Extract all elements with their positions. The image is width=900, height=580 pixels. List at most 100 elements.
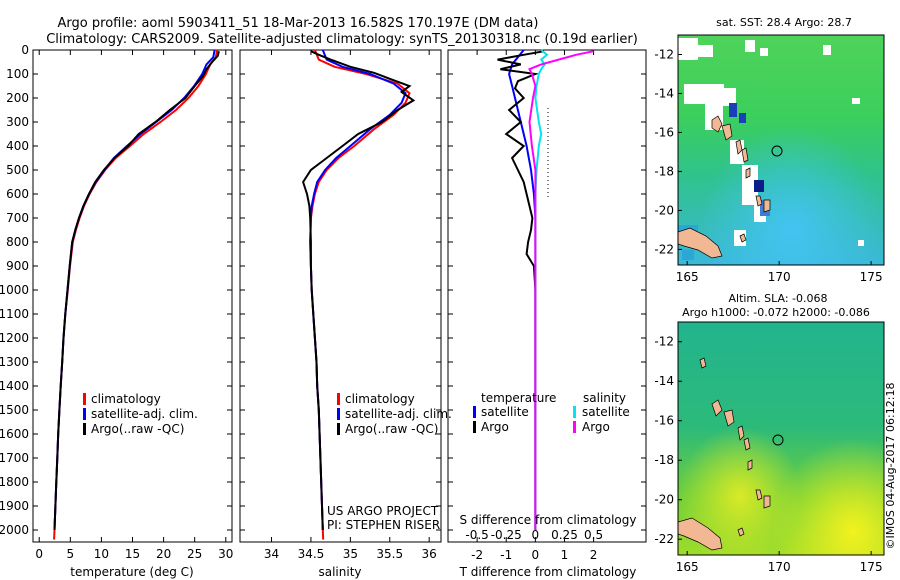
series-line-temperature-argo [497,50,545,530]
x-tick-label: 35.5 [376,547,403,561]
s-diff-tick-label: 0.5 [584,528,603,542]
temperature-legend: climatology satellite-adj. clim. Argo(..… [83,392,198,436]
depth-tick-label: 200 [6,91,29,105]
sla-map-subtitle: Argo h1000: -0.072 h2000: -0.086 [682,306,870,319]
s-difference-axis: -0.5 -0.25 0 0.25 0.5 [465,528,603,542]
x-tick-label: 0 [532,548,540,562]
legend-label-argo: Argo(..raw -QC) [91,422,184,436]
depth-tick-label: 1800 [0,475,29,489]
depth-axis: 0 100 200 300 400 500 600 700 800 900 1000 1100 1200… [0,43,646,537]
temperature-xlabel: temperature (deg C) [70,565,193,579]
depth-tick-label: 1400 [0,379,29,393]
series-line-climatology [309,49,411,540]
difference-lines [497,49,594,530]
sla-map-field [678,322,884,555]
x-tick-label: 2 [590,548,598,562]
legend-swatch-climatology [337,393,340,405]
x-tick-label: 30 [218,547,233,561]
salinity-xlabel: salinity [318,565,361,579]
depth-tick-label: 1700 [0,451,29,465]
depth-tick-label: 1300 [0,355,29,369]
header-line-1: Argo profile: aoml 5903411_51 18-Mar-201… [58,16,539,31]
map-x-tick-label: 165 [676,270,699,284]
depth-tick-label: 1000 [0,283,29,297]
series-line-temperature-satellite [508,49,537,530]
sla-map-title: Altim. SLA: -0.068 [728,292,827,305]
legend-label-t-satellite: satellite [481,405,529,419]
depth-tick-label: 2000 [0,523,29,537]
x-tick-label: 34.5 [298,547,325,561]
temperature-plot-frame [32,49,233,543]
legend-swatch-argo [83,423,86,435]
difference-plot-frame [447,49,647,543]
salinity-plot-frame [239,49,442,543]
depth-tick-label: 400 [6,139,29,153]
depth-tick-label: 1200 [0,331,29,345]
header-line-2: Climatology: CARS2009. Satellite-adjuste… [46,32,638,47]
salinity-lines [302,49,416,540]
series-line-climatology [53,49,219,540]
t-difference-axis: -2 -1 0 1 2 [471,50,597,562]
temperature-lines [53,49,220,540]
x-tick-label: -2 [471,548,483,562]
temperature-panel: 0100200300400500600700800900100011001200… [0,43,646,579]
salinity-panel: 34 34.5 35 35.5 36 climatology satellite-adj… [239,49,452,579]
sla-map-axes: 165 170 175 -12 -14 -16 -18 -20 -22 [654,335,882,574]
map-x-tick-label: 175 [860,270,883,284]
depth-tick-label: 300 [6,115,29,129]
series-line-satellite-adj-clim- [53,49,216,531]
sst-map-axes: 165 170 175 -12 -14 -16 -18 -20 -22 [654,47,882,284]
legend-label-argo: Argo(..raw -QC) [345,422,438,436]
x-tick-label: 20 [156,547,171,561]
map-x-tick-label: 175 [860,560,883,574]
x-tick-label: 10 [94,547,109,561]
depth-tick-label: 600 [6,187,29,201]
map-y-tick-label: -18 [654,164,674,178]
series-line-satellite-adj-clim- [309,49,407,531]
s-diff-tick-label: 0 [532,528,540,542]
imos-timestamp: ©IMOS 04-Aug-2017 06:12:18 [884,383,897,550]
legend-label-satellite: satellite-adj. clim. [91,407,198,421]
salinity-axis: 34 34.5 35 35.5 36 [264,50,437,561]
legend-swatch-s-argo [573,421,576,433]
x-tick-label: -1 [500,548,512,562]
temperature-axis: 0 5 10 15 20 25 30 [35,50,233,561]
x-tick-label: 15 [125,547,140,561]
legend-title-temperature: temperature [481,391,556,405]
depth-tick-label: 1500 [0,403,29,417]
difference-panel: -2 -1 0 1 2 -0.5 -0.25 0 0.25 0.5 temperature sa… [447,49,647,579]
s-diff-tick-label: -0.25 [491,528,522,542]
s-diff-tick-label: 0.25 [551,528,578,542]
legend-label-satellite: satellite-adj. clim. [345,407,452,421]
x-tick-label: 5 [66,547,74,561]
legend-label-climatology: climatology [345,392,415,406]
map-y-tick-label: -22 [654,532,674,546]
legend-swatch-t-satellite [473,406,476,418]
sla-map-frame [677,321,885,556]
salinity-legend: climatology satellite-adj. clim. Argo(..… [337,392,452,436]
legend-swatch-argo [337,423,340,435]
sst-map-argo-marker [771,145,783,157]
x-tick-label: 1 [561,548,569,562]
x-tick-label: 34 [264,547,279,561]
depth-tick-label: 800 [6,235,29,249]
legend-label-s-argo: Argo [582,420,610,434]
map-y-tick-label: -20 [654,203,674,217]
map-y-tick-label: -20 [654,493,674,507]
legend-swatch-s-satellite [573,406,576,418]
map-x-tick-label: 170 [768,270,791,284]
sla-map-panel: Altim. SLA: -0.068 Argo h1000: -0.072 h2… [654,292,885,574]
sst-map-frame [677,34,885,266]
sst-map-title: sat. SST: 28.4 Argo: 28.7 [716,16,852,29]
depth-tick-label: 1600 [0,427,29,441]
depth-tick-label: 1100 [0,307,29,321]
map-y-tick-label: -12 [654,47,674,61]
depth-tick-label: 1900 [0,499,29,513]
t-difference-xlabel: T difference from climatology [459,565,637,579]
credits-line-2: PI: STEPHEN RISER [327,518,440,532]
series-line-salinity-satellite [534,49,549,530]
legend-label-t-argo: Argo [481,420,509,434]
legend-label-s-satellite: satellite [582,405,630,419]
s-difference-xlabel: S difference from climatology [460,513,637,527]
